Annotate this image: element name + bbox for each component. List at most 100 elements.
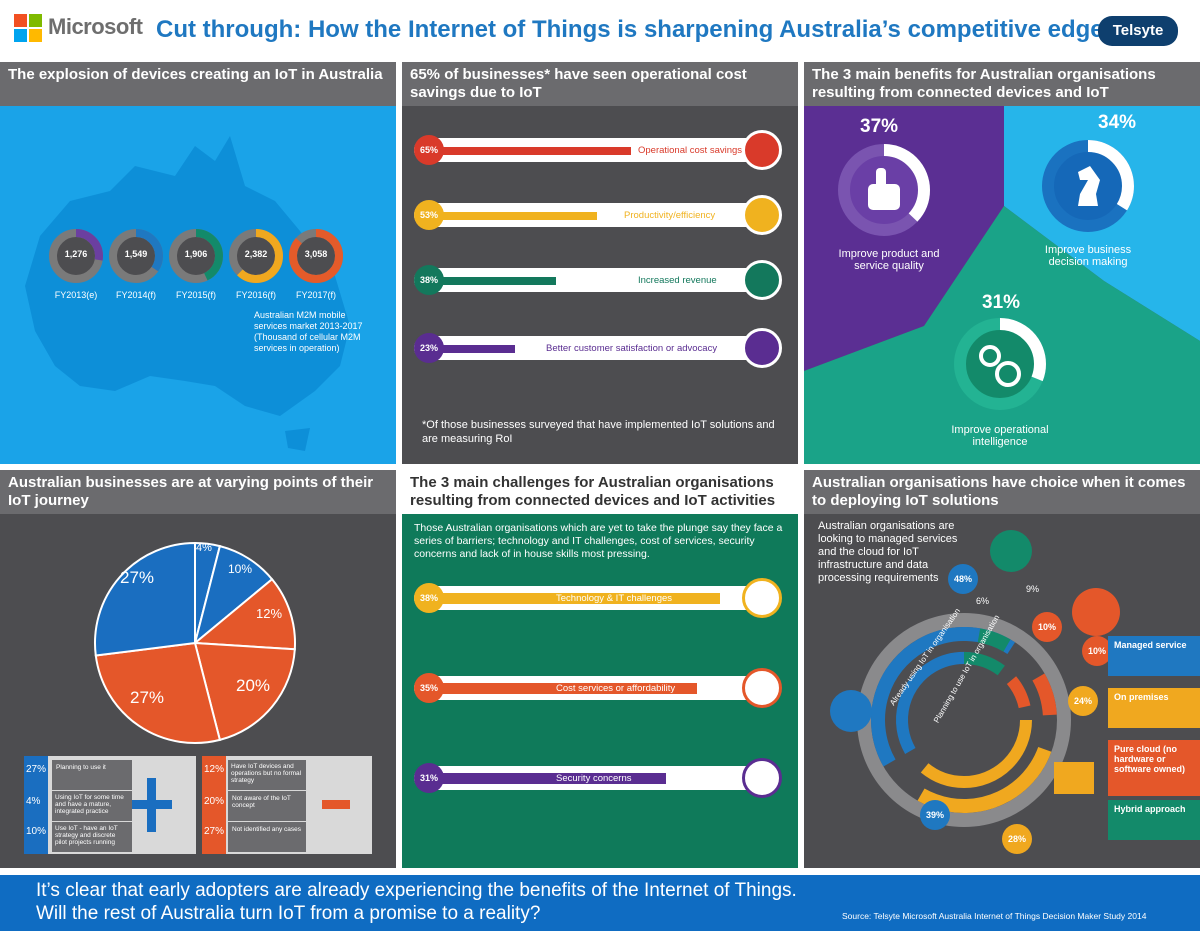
footer-line2: Will the rest of Australia turn IoT from… [36,903,541,924]
panel-challenges-title: The 3 main challenges for Australian org… [402,470,798,514]
benefit-pct: 34% [1098,112,1137,133]
m2m-donut [229,229,283,283]
pie-slice [94,641,222,744]
footer-line1: It’s clear that early adopters are alrea… [36,880,797,901]
panel-cost-savings: 65% of businesses* have seen operational… [402,62,798,464]
savings-footnote: *Of those businesses surveyed that have … [422,419,775,445]
panel-devices: The explosion of devices creating an IoT… [0,62,396,464]
m2m-donut [289,229,343,283]
challenge-bar-label: Technology & IT challenges [556,593,673,604]
challenge-bar-pct: 31% [414,763,444,793]
header [0,0,1200,60]
brand-name: Microsoft [48,14,143,39]
money-bag-icon [742,260,782,300]
plus-text: Use IoT - have an IoT strategy and discr… [52,822,132,852]
pie-label: 12% [256,606,283,621]
panel-cost-savings-title: 65% of businesses* have seen operational… [402,62,798,106]
m2m-label: FY2014(f) [115,290,157,300]
microsoft-logo-icon [14,14,42,42]
chess-knight-icon [1042,140,1134,232]
savings-bar-pct: 65% [414,135,444,165]
panel-challenges: The 3 main challenges for Australian org… [402,470,798,868]
m2m-item: 2,382 FY2016(f) [228,228,284,300]
benefit-label: Improve operational intelligence [951,424,1049,448]
m2m-value: 1,906 [184,249,208,259]
savings-bar-label: Increased revenue [638,275,717,286]
challenges-intro: Those Australian organisations which are… [414,522,783,560]
thumbs-up-icon [838,144,930,236]
pie-slice [192,577,296,651]
challenge-bar-fill [424,683,697,694]
plus-pct: 10% [26,826,47,837]
legend-hybrid: Hybrid approach [1108,800,1200,840]
savings-bar-pct: 23% [414,333,444,363]
savings-bar-fill [424,277,556,285]
globe-icon [742,578,782,618]
lock-shield-icon [742,758,782,798]
benefit-pct: 37% [860,116,899,137]
managed-service-icon [830,690,872,732]
pie-label: 27% [120,568,155,587]
challenge-bar-pct: 35% [414,673,444,703]
callout-pct: 48% [948,564,978,594]
callout-pct: 10% [1082,636,1112,666]
minus-text: Not aware of the IoT concept [228,791,306,821]
hybrid-icon [990,530,1032,572]
on-premises-icon [1054,762,1094,794]
pie-label: 20% [236,676,271,695]
gears-icon [742,195,782,235]
m2m-donut [109,229,163,283]
savings-bar-pct: 53% [414,200,444,230]
callout-pct: 24% [1068,686,1098,716]
m2m-item: 1,276 FY2013(e) [48,228,104,300]
minus-icon [322,800,350,809]
minus-pct: 27% [204,826,225,837]
callout-pct: 9% [1026,584,1040,594]
pie-slice [193,641,296,742]
deployment-rings [857,613,1071,827]
panel-deployment: Australian organisations have choice whe… [804,470,1200,868]
challenge-bar-fill [424,773,666,784]
cloud-icon [1072,588,1120,636]
minus-pct: 20% [204,796,225,807]
challenge-bar-pct: 38% [414,583,444,613]
m2m-value: 1,276 [64,249,88,259]
footer-banner [0,875,1200,931]
pie-label: 27% [130,688,165,707]
telsyte-logo: Telsyte [1098,16,1178,46]
pie-label: 4% [196,542,212,554]
callout-pct: 28% [1002,824,1032,854]
m2m-item: 1,906 FY2015(f) [168,228,224,300]
m2m-donut [49,229,103,283]
minus-text: Not identified any cases [228,822,306,852]
m2m-value: 3,058 [304,249,328,259]
smiley-icon [742,328,782,368]
plus-pct: 4% [26,796,41,807]
m2m-value: 2,382 [244,249,268,259]
m2m-donut [169,229,223,283]
savings-bar-label: Better customer satisfaction or advocacy [546,343,718,354]
pie-slice [94,541,196,657]
panel-benefits: The 3 main benefits for Australian organ… [804,62,1200,464]
panel-benefits-title: The 3 main benefits for Australian organ… [804,62,1200,106]
challenge-bar-label: Security concerns [556,773,632,784]
savings-bar-pct: 38% [414,265,444,295]
plus-text: Planning to use it [52,760,132,790]
callout-pct: 6% [976,596,990,606]
savings-bar-fill [424,147,631,155]
legend-managed-service: Managed service [1108,636,1200,676]
coins-icon [742,130,782,170]
plus-table-stripe [24,756,48,854]
pie-label: 10% [228,562,253,576]
m2m-label: FY2017(f) [295,290,337,300]
m2m-value: 1,549 [124,249,148,259]
m2m-label: FY2013(e) [54,290,98,300]
m2m-label: FY2015(f) [175,290,217,300]
panel-deployment-title: Australian organisations have choice whe… [804,470,1200,514]
minus-text: Have IoT devices and operations but no f… [228,760,306,790]
legend-on-premises: On premises [1108,688,1200,728]
m2m-caption: Australian M2M mobile services market 20… [254,310,363,353]
savings-bar-fill [424,345,515,353]
m2m-label: FY2016(f) [235,290,277,300]
panel-journey: Australian businesses are at varying poi… [0,470,396,868]
